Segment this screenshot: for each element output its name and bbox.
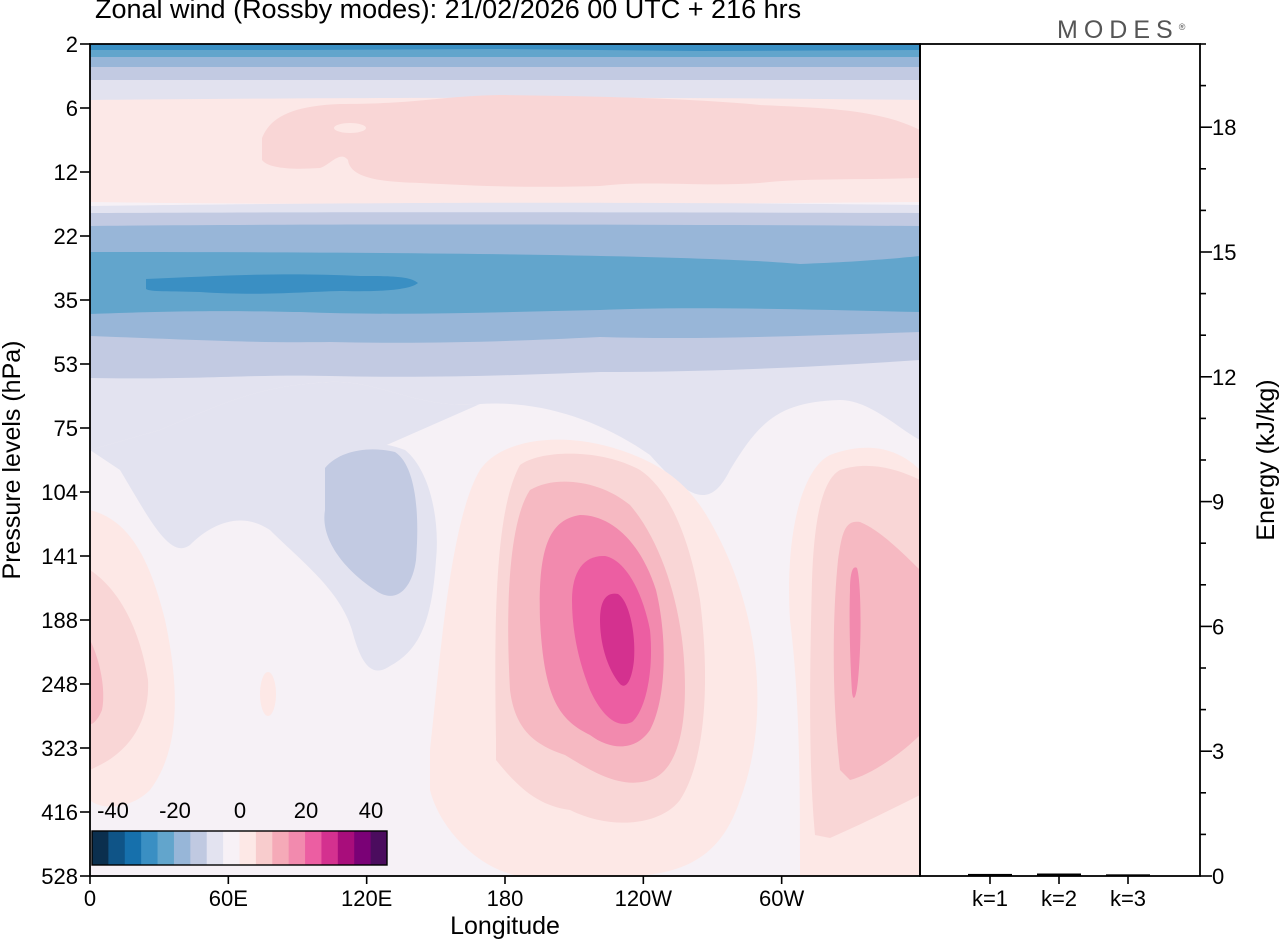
colorbar-swatch: [157, 831, 175, 865]
colorbar-swatch: [305, 831, 322, 865]
energy-category-label: k=1: [972, 886, 1008, 911]
modes-logo: MODES®: [1057, 16, 1186, 44]
contour-neg-mid: [324, 449, 418, 596]
colorbar-swatch: [124, 831, 142, 865]
energy-tick-label: 9: [1212, 490, 1224, 515]
energy-tick-label: 15: [1212, 240, 1236, 265]
y-tick-label: 53: [54, 352, 78, 377]
y-tick-label: 528: [41, 864, 78, 889]
x-tick-label: 120E: [341, 886, 392, 911]
x-axis-title: Longitude: [450, 912, 560, 940]
energy-bars: [968, 873, 1150, 876]
energy-frame: [919, 43, 1201, 877]
colorbar-tick-label: 0: [234, 798, 246, 823]
contour-pos-center: [600, 593, 635, 686]
colorbar-swatch: [321, 831, 339, 865]
energy-category-label: k=2: [1041, 886, 1077, 911]
colorbar-swatch: [108, 831, 126, 865]
colorbar-swatch: [141, 831, 158, 865]
y-tick-label: 6: [66, 96, 78, 121]
contour-pos-left: [90, 570, 149, 770]
energy-tick-label: 12: [1212, 365, 1236, 390]
chart-title: Zonal wind (Rossby modes): 21/02/2026 00…: [95, 0, 802, 24]
colorbar-tick-label: -40: [97, 798, 129, 823]
energy-bar: [1106, 874, 1150, 876]
x-tick-label: 120W: [615, 886, 673, 911]
x-tick-label: 60W: [759, 886, 804, 911]
colorbar-swatch: [173, 831, 191, 865]
y-tick-label: 22: [54, 224, 78, 249]
x-tick-label: 0: [84, 886, 96, 911]
y-tick-label: 75: [54, 416, 78, 441]
contour-pos-left: [260, 672, 276, 716]
colorbar-swatch: [272, 831, 290, 865]
contour-neg-top: [90, 44, 920, 51]
energy-bar: [968, 873, 1012, 876]
contour-pos-upper: [334, 123, 366, 133]
energy-tick-label: 3: [1212, 739, 1224, 764]
contour-pos-upper: [262, 95, 920, 187]
colorbar-frame: [91, 830, 388, 866]
x-tick-label: 180: [487, 886, 524, 911]
colorbar-swatch: [354, 831, 372, 865]
y-tick-label: 35: [54, 288, 78, 313]
energy-category-label: k=3: [1110, 886, 1146, 911]
contour-field: [90, 44, 920, 876]
contour-neg-core: [146, 274, 418, 294]
energy-tick-label: 0: [1212, 864, 1224, 889]
y-tick-label: 323: [41, 736, 78, 761]
energy-tick-label: 18: [1212, 115, 1236, 140]
y-tick-label: 188: [41, 608, 78, 633]
contour-pos-left: [90, 640, 104, 725]
energy-axis: 0 3 6 9 12 15 18: [1200, 43, 1236, 889]
colorbar-tick-label: 20: [294, 798, 318, 823]
energy-category-labels: k=1 k=2 k=3: [972, 876, 1146, 911]
contour-pos-right: [833, 521, 920, 780]
y-tick-label: 141: [41, 544, 78, 569]
energy-tick-label: 6: [1212, 614, 1224, 639]
contour-pos-right: [849, 567, 861, 698]
energy-axis-title: Energy (kJ/kg): [1252, 379, 1280, 540]
y-axis-title: Pressure levels (hPa): [0, 341, 26, 580]
energy-bar: [1037, 873, 1081, 876]
colorbar-swatch: [370, 831, 388, 865]
y-tick-label: 104: [41, 480, 78, 505]
y-tick-label: 416: [41, 800, 78, 825]
colorbar-swatch: [206, 831, 224, 865]
colorbar-swatch: [288, 831, 306, 865]
x-tick-label: 60E: [209, 886, 248, 911]
longitude-axis: 0 60E 120E 180 120W 60W: [84, 876, 805, 911]
colorbar-swatch: [337, 831, 355, 865]
contour-neg-band: [90, 252, 920, 314]
y-tick-label: 248: [41, 672, 78, 697]
colorbar-swatch: [190, 831, 208, 865]
colorbar-tick-label: 40: [359, 798, 383, 823]
y-tick-label: 2: [66, 32, 78, 57]
colorbar-swatch: [239, 831, 257, 865]
colorbar-tick-label: -20: [159, 798, 191, 823]
y-tick-label: 12: [54, 160, 78, 185]
pressure-axis: 2 6 12 22 35 53 75 104 141 188 248 323 416 528: [41, 32, 90, 889]
colorbar-swatch: [92, 831, 109, 865]
colorbar-swatch: [255, 831, 273, 865]
colorbar: -40 -20 0 20 40: [91, 798, 388, 866]
colorbar-swatch: [223, 831, 240, 865]
